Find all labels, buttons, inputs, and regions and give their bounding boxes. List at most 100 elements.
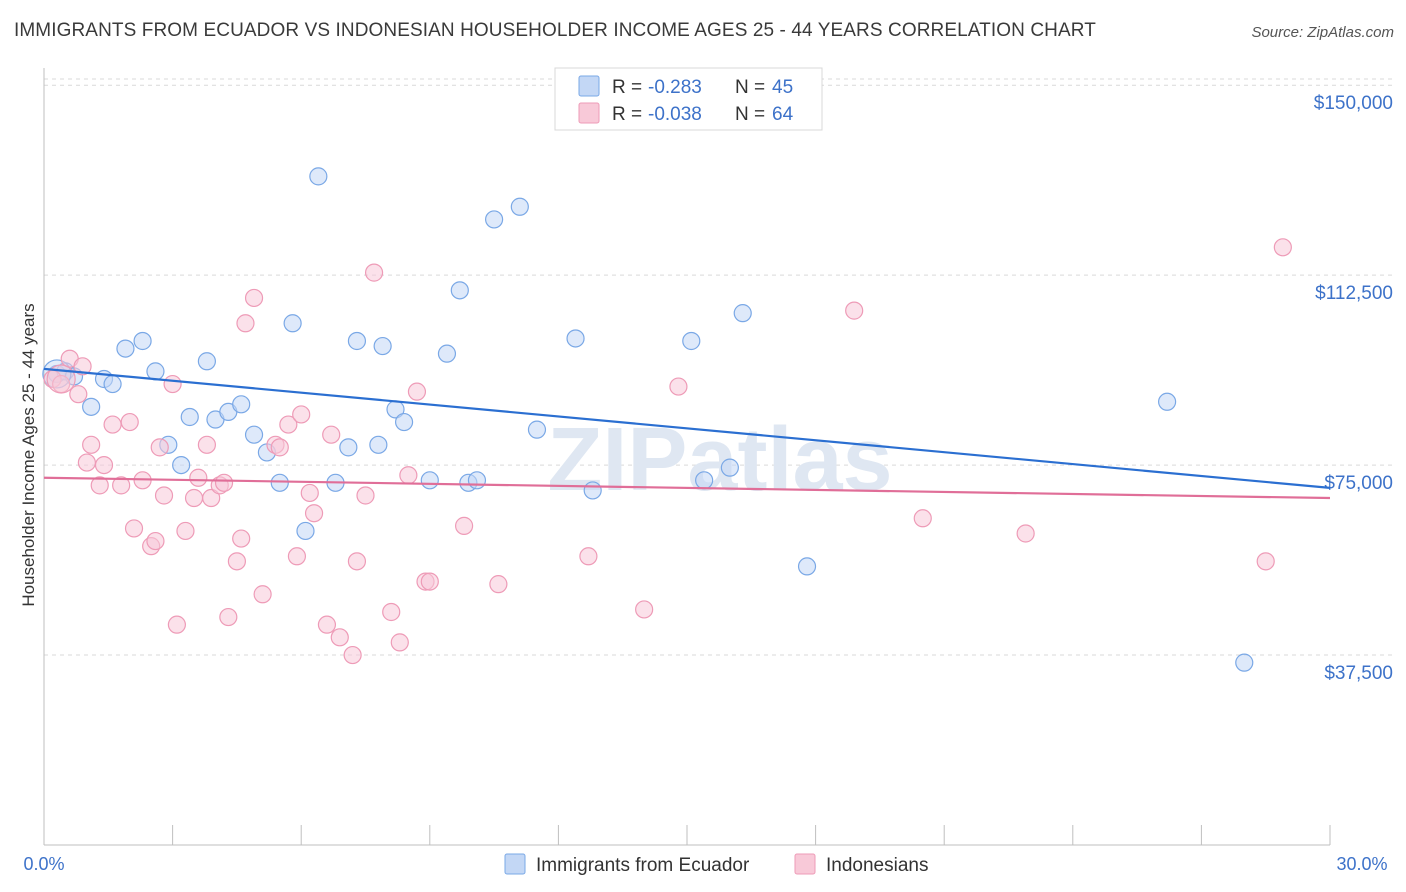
scatter-point (124, 519, 144, 538)
scatter-point (356, 486, 375, 505)
legend-n-label-0: N = (735, 77, 765, 98)
scatter-point (283, 314, 302, 333)
legend-swatch-indonesians (578, 102, 600, 124)
scatter-point (317, 615, 337, 634)
scatter-point (1256, 552, 1275, 571)
scatter-point (394, 412, 414, 432)
scatter-point (343, 645, 362, 665)
trend-line (43, 476, 1331, 500)
scatter-point (510, 197, 529, 216)
scatter-point (304, 504, 324, 523)
scatter-point (94, 455, 114, 475)
y-axis-ticks: $37,500 $75,000 $112,500 $150,000 (1314, 93, 1393, 684)
scatter-point (489, 575, 508, 594)
gridlines (44, 78, 1395, 656)
scatter-point (382, 602, 401, 622)
scatter-point (146, 362, 165, 381)
scatter-point (77, 453, 96, 472)
scatter-point (437, 344, 457, 363)
legend-r-label-1: R = (612, 104, 642, 125)
scatter-point (309, 167, 328, 186)
scatter-point (373, 336, 392, 356)
scatter-point (485, 210, 504, 229)
watermark: ZIPatlas (547, 410, 892, 510)
scatter-point (232, 395, 251, 414)
scatter-point (270, 438, 289, 457)
scatter-point (733, 304, 752, 323)
scatter-point (347, 552, 367, 571)
scatter-point (232, 529, 251, 548)
scatter-point (420, 572, 439, 591)
scatter-point (1158, 392, 1177, 411)
scatter-point (120, 412, 139, 432)
scatter-point (253, 585, 272, 604)
scatter-point (116, 339, 135, 358)
legend-swatch-ecuador (578, 75, 600, 97)
scatter-point (197, 352, 216, 371)
scatter-point (527, 420, 547, 439)
legend-n-value-0: 45 (772, 77, 793, 98)
scatter-point (330, 628, 349, 647)
bottom-legend: Immigrants from Ecuador Indonesians (504, 853, 928, 876)
scatter-point (566, 329, 585, 348)
y-axis-label: Householder Income Ages 25 - 44 years (19, 303, 38, 606)
scatter-point (227, 552, 246, 571)
scatter-point (292, 405, 311, 424)
scatter-point (180, 407, 199, 427)
scatter-point (69, 385, 88, 404)
x-tick-label: 0.0% (23, 854, 64, 874)
scatter-point (184, 488, 204, 508)
scatter-point (279, 415, 298, 434)
scatter-point (270, 473, 289, 492)
legend-r-value-0: -0.283 (648, 77, 702, 98)
scatter-point (364, 263, 384, 282)
legend-r-label-0: R = (612, 77, 642, 98)
scatter-point (82, 397, 101, 416)
scatter-point (73, 357, 92, 376)
scatter-point (176, 521, 195, 541)
scatter-point (579, 547, 598, 566)
scatter-point (797, 557, 817, 576)
scatter-point (682, 331, 701, 351)
scatter-point (244, 425, 264, 444)
y-tick-label: $75,000 (1324, 473, 1393, 494)
scatter-point (339, 438, 358, 457)
series-indonesians-points (43, 238, 1292, 665)
scatter-point (1235, 653, 1254, 672)
legend-n-value-1: 64 (772, 104, 794, 125)
bottom-legend-label-ecuador: Immigrants from Ecuador (536, 855, 750, 876)
scatter-point (635, 600, 654, 619)
scatter-point (845, 301, 864, 320)
scatter-point (219, 607, 238, 627)
scatter-point (583, 481, 602, 500)
legend-n-label-1: N = (735, 104, 765, 125)
scatter-point (296, 521, 315, 541)
y-tick-label: $37,500 (1324, 663, 1393, 684)
scatter-point (82, 435, 101, 454)
scatter-point (720, 458, 739, 477)
scatter-point (390, 633, 409, 652)
scatter-point (1273, 238, 1292, 257)
chart-source: Source: ZipAtlas.com (1251, 24, 1394, 41)
scatter-point (287, 547, 307, 566)
bottom-legend-label-indonesians: Indonesians (826, 855, 928, 876)
x-tick-label: 30.0% (1336, 854, 1387, 874)
scatter-point (244, 288, 264, 308)
scatter-point (146, 531, 165, 551)
scatter-point (407, 382, 427, 401)
scatter-point (197, 435, 216, 454)
scatter-point (154, 486, 174, 505)
scatter-point (322, 425, 341, 444)
y-tick-label: $150,000 (1314, 93, 1393, 114)
scatter-point (420, 471, 439, 490)
scatter-point (90, 476, 109, 495)
x-axis-ticks: 0.0% 30.0% (23, 854, 1387, 874)
scatter-point (236, 314, 255, 333)
scatter-point (103, 374, 122, 394)
scatter-point (300, 483, 319, 503)
scatter-point (450, 281, 469, 300)
scatter-point (163, 374, 182, 394)
scatter-point (189, 468, 208, 487)
scatter-point (454, 516, 474, 535)
scatter-point (202, 488, 221, 508)
